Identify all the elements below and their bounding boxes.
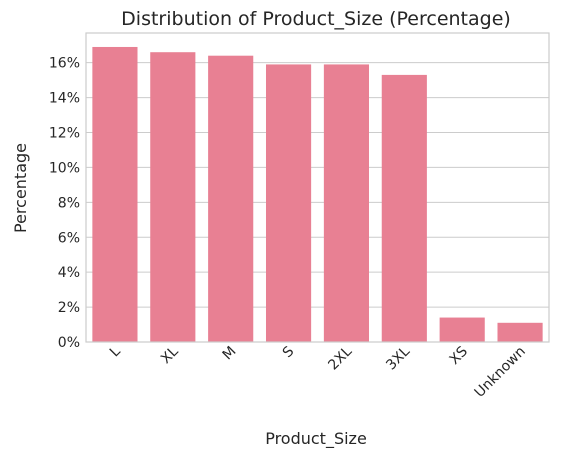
bar-2xl [323,64,370,342]
y-tick-label: 4% [58,265,80,281]
x-tick-label: 2XL [325,343,355,373]
bar-m [208,55,254,342]
bar-unknown [497,322,543,342]
bar-xl [150,52,196,342]
x-tick-label: 3XL [383,343,413,373]
y-tick-label: 12% [49,126,80,142]
chart-title: Distribution of Product_Size (Percentage… [121,8,511,30]
x-tick-label: S [280,343,298,361]
x-tick-label: M [220,344,240,364]
y-tick-label: 6% [58,230,80,246]
bar-xs [439,317,485,342]
x-tick-label: L [107,343,124,360]
y-tick-label: 8% [58,195,80,211]
bar-3xl [381,74,427,342]
x-tick-label: XS [447,343,471,367]
bar-s [265,64,312,342]
y-ticks: 0% 2% 4% 6% 8% 10% 12% 14% 16% [49,56,80,351]
y-tick-label: 2% [58,300,80,316]
plot-frame [85,32,550,343]
y-tick-label: 0% [58,335,80,351]
bars [92,46,543,343]
x-tick-label: Unknown [472,344,529,401]
x-tick-label: XL [158,343,182,367]
y-tick-label: 10% [49,160,80,176]
y-tick-label: 14% [49,91,80,107]
y-tick-label: 16% [49,56,80,72]
x-ticks: L XL M S 2XL 3XL XS Unknown [107,343,529,400]
bar-l [92,46,138,343]
y-axis-label: Percentage [11,143,30,233]
x-axis-label: Product_Size [265,429,367,449]
